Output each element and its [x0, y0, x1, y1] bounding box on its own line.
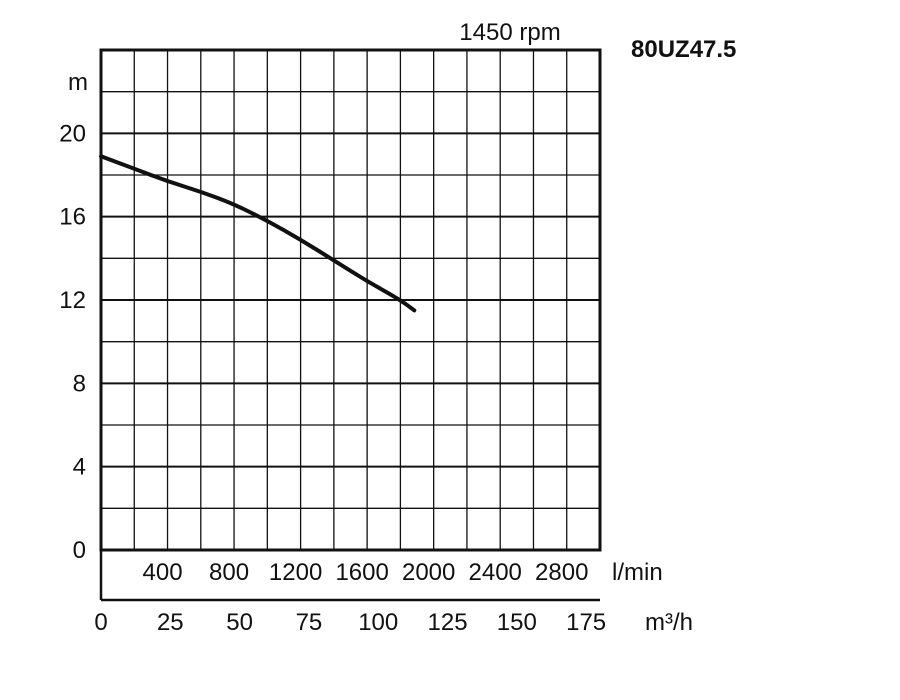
- y-axis-unit: m: [68, 69, 88, 96]
- plot-border: [99, 48, 602, 552]
- x-tick-label-m3h: 100: [358, 609, 398, 636]
- x-tick-label-lmin: 2800: [535, 559, 588, 586]
- x-tick-label-lmin: 2400: [469, 559, 522, 586]
- y-tick-label: 20: [59, 120, 86, 147]
- model-label: 80UZ47.5: [631, 36, 737, 63]
- x-unit-lmin: l/min: [612, 559, 663, 586]
- x-tick-label-lmin: 1600: [335, 559, 388, 586]
- y-tick-label: 12: [59, 287, 86, 314]
- x-tick-label-m3h: 50: [226, 609, 253, 636]
- x-tick-label-lmin: 800: [209, 559, 249, 586]
- grid: [101, 50, 600, 550]
- x-tick-label-m3h: 125: [428, 609, 468, 636]
- head-curve: [99, 154, 417, 313]
- x-tick-labels-m3h: 0 25 50 75 100 125 150 175: [94, 609, 606, 636]
- x-tick-label-m3h: 0: [94, 609, 107, 636]
- x-tick-label-lmin: 1200: [269, 559, 322, 586]
- y-tick-labels: 0 4 8 12 16 20: [59, 120, 86, 564]
- x-tick-label-m3h: 25: [157, 609, 184, 636]
- plot-frame: [99, 48, 602, 602]
- y-tick-label: 4: [73, 454, 86, 481]
- y-tick-label: 16: [59, 204, 86, 231]
- x-tick-label-m3h: 175: [566, 609, 606, 636]
- y-tick-label: 8: [73, 370, 86, 397]
- x-tick-label-m3h: 75: [296, 609, 323, 636]
- x-tick-labels-lmin: 400 800 1200 1600 2000 2400 2800: [143, 559, 589, 586]
- x-tick-label-m3h: 150: [497, 609, 537, 636]
- x-unit-m3h: m³/h: [645, 609, 693, 636]
- y-tick-label: 0: [73, 537, 86, 564]
- speed-label: 1450 rpm: [459, 19, 560, 46]
- x-tick-label-lmin: 2000: [402, 559, 455, 586]
- x-tick-label-lmin: 400: [143, 559, 183, 586]
